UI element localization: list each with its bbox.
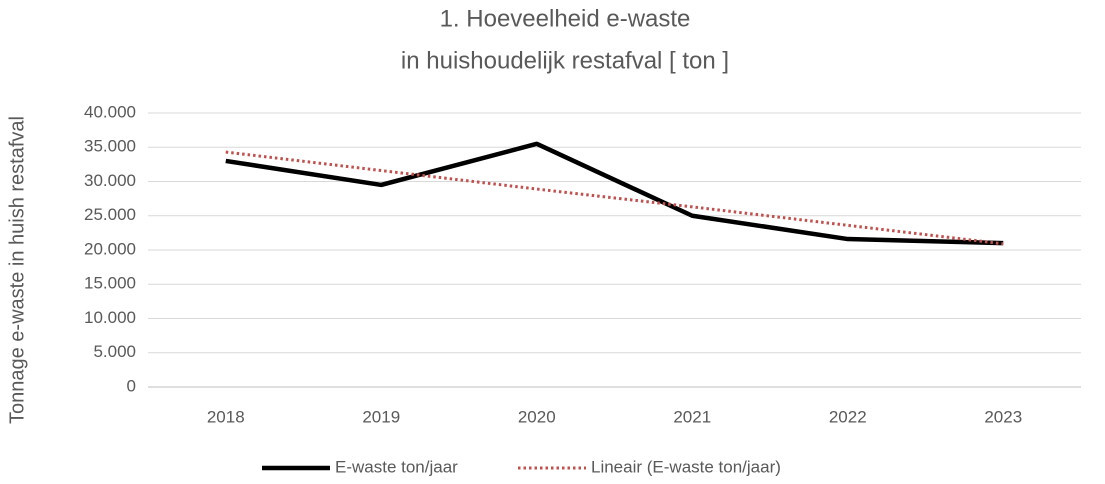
y-tick-label: 10.000: [84, 308, 136, 327]
y-axis-label: Tonnage e-waste in huish restafval: [6, 116, 28, 424]
y-tick-label: 40.000: [84, 102, 136, 121]
series-line: [225, 150, 1004, 246]
y-tick-label: 35.000: [84, 137, 136, 156]
y-tick-label: 5.000: [93, 342, 136, 361]
y-tick-label: 15.000: [84, 274, 136, 293]
y-tick-label: 25.000: [84, 205, 136, 224]
x-tick-label: 2019: [362, 407, 400, 426]
y-tick-label: 0: [127, 376, 136, 395]
x-tick-label: 2023: [984, 407, 1022, 426]
x-tick-label: 2022: [829, 407, 867, 426]
legend-label: E-waste ton/jaar: [335, 457, 458, 476]
chart-title: 1. Hoeveelheid e-waste: [440, 5, 691, 32]
series-line: [225, 141, 1004, 246]
x-tick-label: 2020: [518, 407, 556, 426]
legend-label: Lineair (E-waste ton/jaar): [591, 457, 781, 476]
y-tick-label: 20.000: [84, 239, 136, 258]
x-tick-label: 2021: [673, 407, 711, 426]
chart-title: in huishoudelijk restafval [ ton ]: [401, 47, 729, 74]
y-tick-label: 30.000: [84, 171, 136, 190]
x-tick-label: 2018: [207, 407, 245, 426]
